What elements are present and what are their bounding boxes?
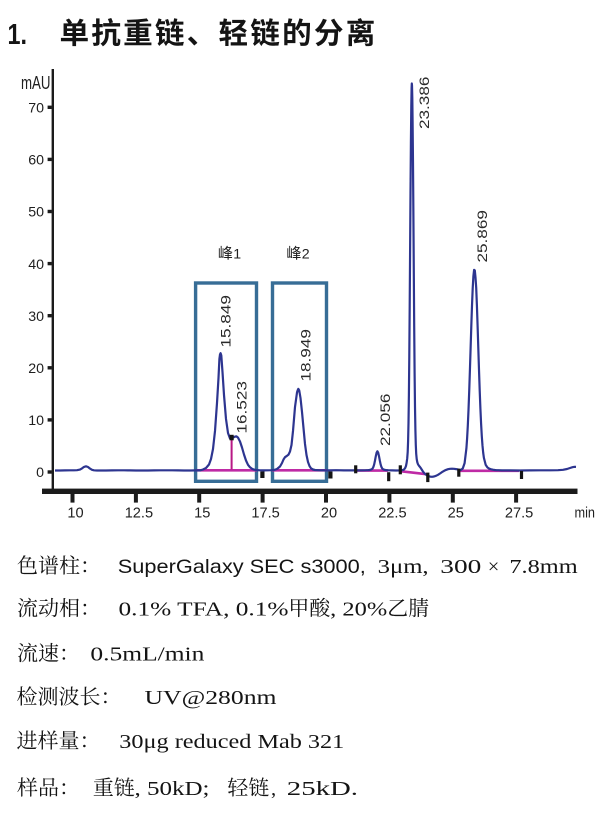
svg-text:7.8mm: 7.8mm (509, 556, 577, 578)
svg-text:0.5mL/min: 0.5mL/min (90, 644, 204, 666)
svg-text:15: 15 (194, 506, 210, 522)
svg-text:70: 70 (28, 101, 44, 117)
svg-text:25: 25 (448, 506, 464, 522)
svg-text:2: 2 (302, 247, 310, 263)
svg-text:UV@280nm: UV@280nm (145, 687, 277, 709)
svg-text:0.1% TFA, 0.1%: 0.1% TFA, 0.1% (119, 599, 289, 621)
svg-text:min: min (575, 506, 596, 522)
svg-text:23.386: 23.386 (417, 76, 432, 129)
svg-text:3μm,: 3μm, (378, 556, 429, 578)
svg-text:25.869: 25.869 (475, 210, 490, 263)
svg-text:16.523: 16.523 (235, 381, 250, 434)
svg-text:1: 1 (233, 247, 241, 263)
svg-text:60: 60 (28, 153, 44, 169)
svg-text:,: , (271, 778, 276, 800)
svg-text:15.849: 15.849 (219, 295, 234, 348)
svg-text:10: 10 (67, 506, 83, 522)
svg-text:300: 300 (440, 556, 481, 578)
svg-text:12.5: 12.5 (125, 506, 153, 522)
svg-text:50: 50 (28, 205, 44, 221)
svg-text:22.5: 22.5 (378, 506, 406, 522)
svg-text:, 50kD;: , 50kD; (135, 778, 210, 800)
svg-text:17.5: 17.5 (251, 506, 279, 522)
svg-text:0: 0 (36, 465, 44, 481)
svg-text:×: × (488, 556, 500, 578)
svg-text:25kD.: 25kD. (287, 778, 358, 800)
svg-text:, 20%: , 20% (330, 599, 387, 621)
svg-text:27.5: 27.5 (505, 506, 533, 522)
svg-text:18.949: 18.949 (299, 329, 314, 382)
svg-text:40: 40 (28, 257, 44, 273)
svg-text:SuperGalaxy SEC s3000,: SuperGalaxy SEC s3000, (118, 556, 366, 578)
svg-text:30μg reduced Mab 321: 30μg reduced Mab 321 (119, 731, 344, 753)
svg-text:10: 10 (28, 413, 44, 429)
svg-text:1.: 1. (8, 19, 28, 51)
svg-text:30: 30 (28, 309, 44, 325)
svg-text:20: 20 (28, 361, 44, 377)
svg-text:22.056: 22.056 (378, 393, 393, 446)
svg-text:mAU: mAU (21, 73, 51, 93)
svg-text:20: 20 (321, 506, 337, 522)
